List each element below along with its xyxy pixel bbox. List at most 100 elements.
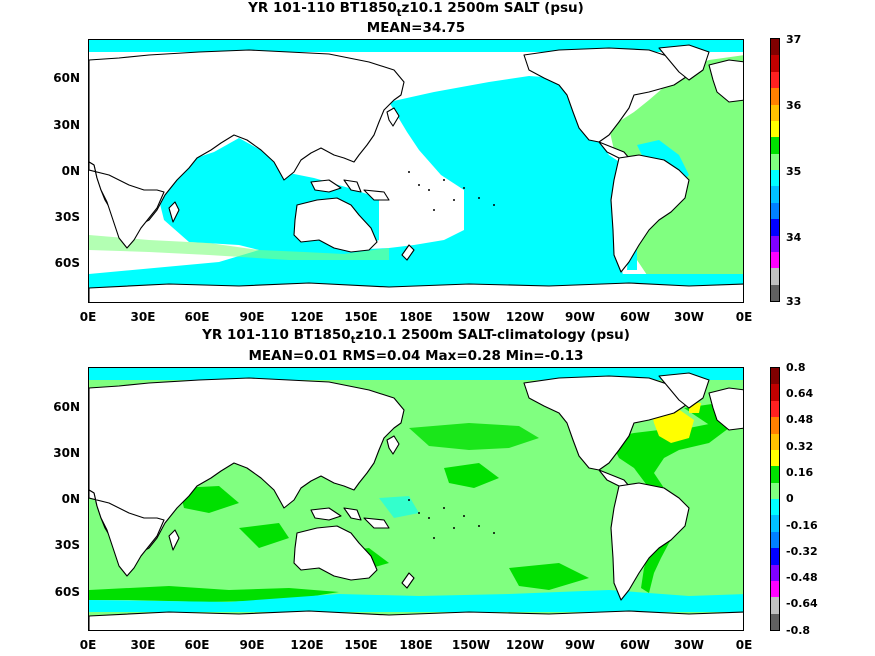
bottom-colorbar-swatch [771,515,779,532]
bottom-colorbar [770,367,780,631]
bottom-lon-tick-120w: 120W [505,638,545,652]
bottom-colorbar-swatch [771,433,779,450]
top-colorbar-label-33: 33 [786,295,802,308]
top-colorbar-swatch [771,268,779,285]
top-colorbar-swatch [771,137,779,154]
bottom-title-post: z10.1 2500m SALT-climatology (psu) [355,327,630,343]
top-lon-tick-90w: 90W [565,310,595,324]
bottom-colorbar-swatch [771,531,779,549]
bottom-lon-tick-120e: 120E [290,638,324,652]
bottom-colorbar-label-0: 0 [786,492,794,505]
bottom-lon-tick-90w: 90W [565,638,595,652]
bottom-lat-tick-0n: 0N [61,492,80,506]
bottom-lat-tick-30s: 30S [54,538,80,552]
top-lon-tick-120w: 120W [505,310,545,324]
bottom-lon-tick-150w: 150W [451,638,491,652]
bottom-colorbar-swatch [771,564,779,581]
bottom-lon-tick-0e: 0E [79,638,97,652]
top-colorbar-swatch [771,170,779,187]
bottom-map-title: YR 101-110 BT1850tz10.1 2500m SALT-clima… [88,327,744,346]
bottom-lat-tick-30n: 30N [53,446,80,460]
top-colorbar-label-34: 34 [786,231,802,244]
top-colorbar-swatch [771,39,779,56]
bottom-colorbar-label-0-48: 0.48 [786,413,814,426]
bottom-lon-tick-60e: 60E [184,638,210,652]
bottom-lon-tick-150e: 150E [344,638,378,652]
top-lat-tick-60s: 60S [54,256,80,270]
bottom-colorbar-label-neg-0-48: -0.48 [786,571,818,584]
bottom-colorbar-swatch [771,400,779,418]
bottom-colorbar-label-0-8: 0.8 [786,361,806,374]
bottom-title-pre: YR 101-110 BT1850 [202,327,351,343]
bottom-colorbar-swatch [771,417,779,434]
bottom-lat-tick-60s: 60S [54,585,80,599]
top-lon-tick-30w: 30W [674,310,704,324]
top-lon-tick-0e: 0E [79,310,97,324]
bottom-colorbar-swatch [771,466,779,483]
top-lon-tick-150e: 150E [344,310,378,324]
bottom-colorbar-swatch [771,580,779,598]
top-map-stats: MEAN=34.75 [366,20,466,36]
bottom-lon-tick-30w: 30W [674,638,704,652]
top-colorbar-swatch [771,71,779,89]
top-title-post: z10.1 2500m SALT (psu) [401,0,584,16]
bottom-colorbar-swatch [771,613,779,630]
top-lat-tick-30n: 30N [53,118,80,132]
top-colorbar-swatch [771,219,779,236]
top-colorbar-swatch [771,284,779,301]
bottom-colorbar-label-neg-0-8: -0.8 [786,624,811,637]
top-colorbar-label-35: 35 [786,165,802,178]
top-colorbar-swatch [771,186,779,203]
bottom-map-panel [88,367,744,631]
top-lon-tick-150w: 150W [451,310,491,324]
bottom-map-stats: MEAN=0.01 RMS=0.04 Max=0.28 Min=-0.13 [248,348,584,364]
bottom-colorbar-swatch [771,548,779,565]
top-title-pre: YR 101-110 BT1850 [248,0,397,16]
top-lon-tick-30e: 30E [130,310,156,324]
top-colorbar-swatch [771,55,779,72]
bottom-colorbar-label-0-32: 0.32 [786,440,814,453]
bottom-colorbar-swatch [771,499,779,516]
bottom-lat-tick-60n: 60N [53,400,80,414]
bottom-colorbar-swatch [771,384,779,401]
top-lon-tick-90e: 90E [239,310,265,324]
top-colorbar-swatch [771,235,779,252]
top-title-sub: t [396,8,402,19]
bottom-colorbar-label-neg-0-64: -0.64 [786,597,818,610]
top-colorbar-label-37: 37 [786,33,802,46]
bottom-colorbar-label-neg-0-32: -0.32 [786,545,818,558]
bottom-lon-tick-90e: 90E [239,638,265,652]
top-lon-tick-180e: 180E [399,310,433,324]
top-lat-tick-0n: 0N [61,164,80,178]
top-map-title: YR 101-110 BT1850tz10.1 2500m SALT (psu) [88,0,744,19]
top-lon-tick-120e: 120E [290,310,324,324]
top-colorbar [770,38,780,302]
top-colorbar-swatch [771,88,779,105]
bottom-colorbar-swatch [771,482,779,499]
bottom-lon-tick-0e-end: 0E [735,638,753,652]
bottom-colorbar-swatch [771,368,779,385]
top-lat-tick-60n: 60N [53,71,80,85]
bottom-map-svg [89,368,743,630]
top-lon-tick-60e: 60E [184,310,210,324]
bottom-colorbar-swatch [771,449,779,467]
top-colorbar-swatch [771,104,779,121]
top-colorbar-swatch [771,153,779,170]
bottom-colorbar-swatch [771,597,779,614]
top-colorbar-swatch [771,251,779,269]
top-lon-tick-0e-end: 0E [735,310,753,324]
bottom-colorbar-label-0-64: 0.64 [786,387,814,400]
bottom-colorbar-label-neg-0-16: -0.16 [786,519,818,532]
top-lon-tick-60w: 60W [620,310,650,324]
top-colorbar-swatch [771,202,779,220]
bottom-colorbar-label-0-16: 0.16 [786,466,814,479]
bottom-lon-tick-30e: 30E [130,638,156,652]
top-map-svg [89,40,743,302]
top-lat-tick-30s: 30S [54,210,80,224]
top-colorbar-swatch [771,120,779,138]
top-map-panel [88,39,744,303]
bottom-lon-tick-60w: 60W [620,638,650,652]
bottom-lon-tick-180e: 180E [399,638,433,652]
top-colorbar-label-36: 36 [786,99,802,112]
bottom-title-sub: t [350,335,356,346]
